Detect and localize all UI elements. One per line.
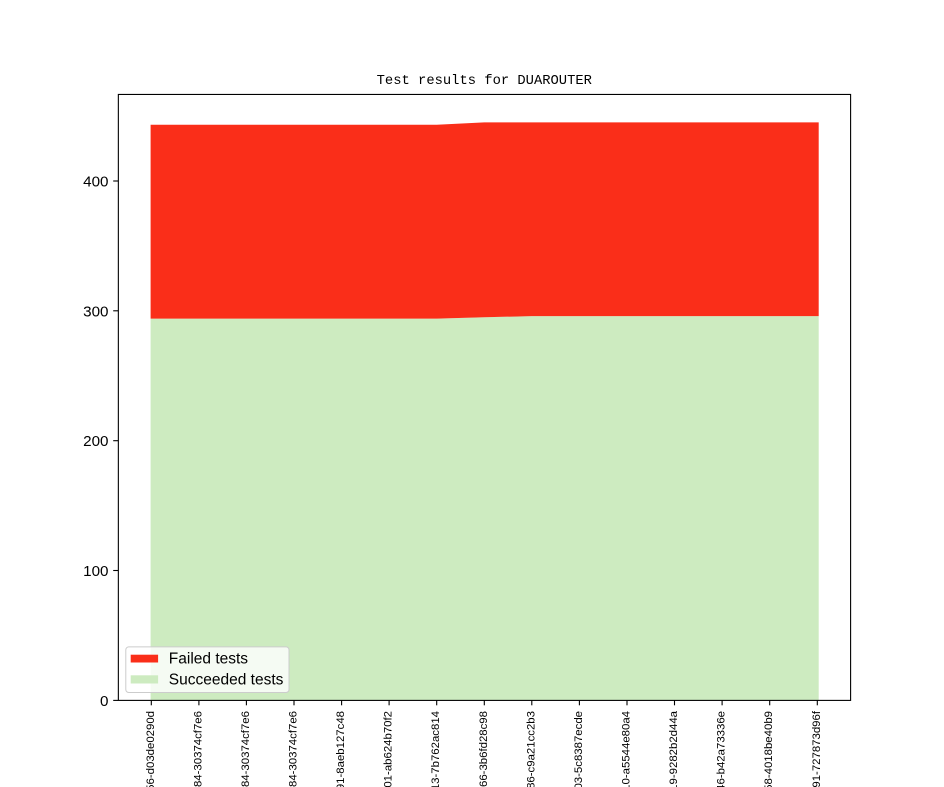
svg-text:0719-9282b2d44a: 0719-9282b2d44a	[668, 710, 680, 787]
svg-text:0601-ab624b70f2: 0601-ab624b70f2	[383, 711, 395, 787]
svg-text:0746-b42a73336e: 0746-b42a73336e	[716, 711, 728, 787]
svg-text:0613-7b762ac814: 0613-7b762ac814	[430, 711, 442, 787]
svg-text:0584-30374cf7e6: 0584-30374cf7e6	[192, 711, 204, 787]
svg-text:0686-c9a21cc2b3: 0686-c9a21cc2b3	[525, 711, 537, 787]
svg-text:0591-8aeb127c48: 0591-8aeb127c48	[335, 711, 347, 787]
svg-text:Succeeded tests: Succeeded tests	[169, 671, 284, 688]
svg-text:0710-a5544e80a4: 0710-a5544e80a4	[621, 711, 633, 787]
svg-text:Failed tests: Failed tests	[169, 651, 249, 668]
svg-text:300: 300	[83, 303, 108, 320]
svg-text:0791-727873d96f: 0791-727873d96f	[811, 710, 823, 787]
svg-text:Test results for DUAROUTER: Test results for DUAROUTER	[377, 73, 592, 89]
svg-text:0758-4018be40b9: 0758-4018be40b9	[763, 711, 775, 787]
svg-text:0703-5c8387ecde: 0703-5c8387ecde	[573, 711, 585, 787]
svg-text:0584-30374cf7e6: 0584-30374cf7e6	[288, 711, 300, 787]
svg-text:100: 100	[83, 563, 108, 580]
svg-text:0584-30374cf7e6: 0584-30374cf7e6	[240, 711, 252, 787]
svg-text:0: 0	[100, 693, 108, 710]
svg-text:0056-d03de0290d: 0056-d03de0290d	[145, 711, 157, 787]
svg-text:400: 400	[83, 173, 108, 190]
svg-text:0666-3b6fd28c98: 0666-3b6fd28c98	[478, 711, 490, 787]
svg-text:200: 200	[83, 433, 108, 450]
